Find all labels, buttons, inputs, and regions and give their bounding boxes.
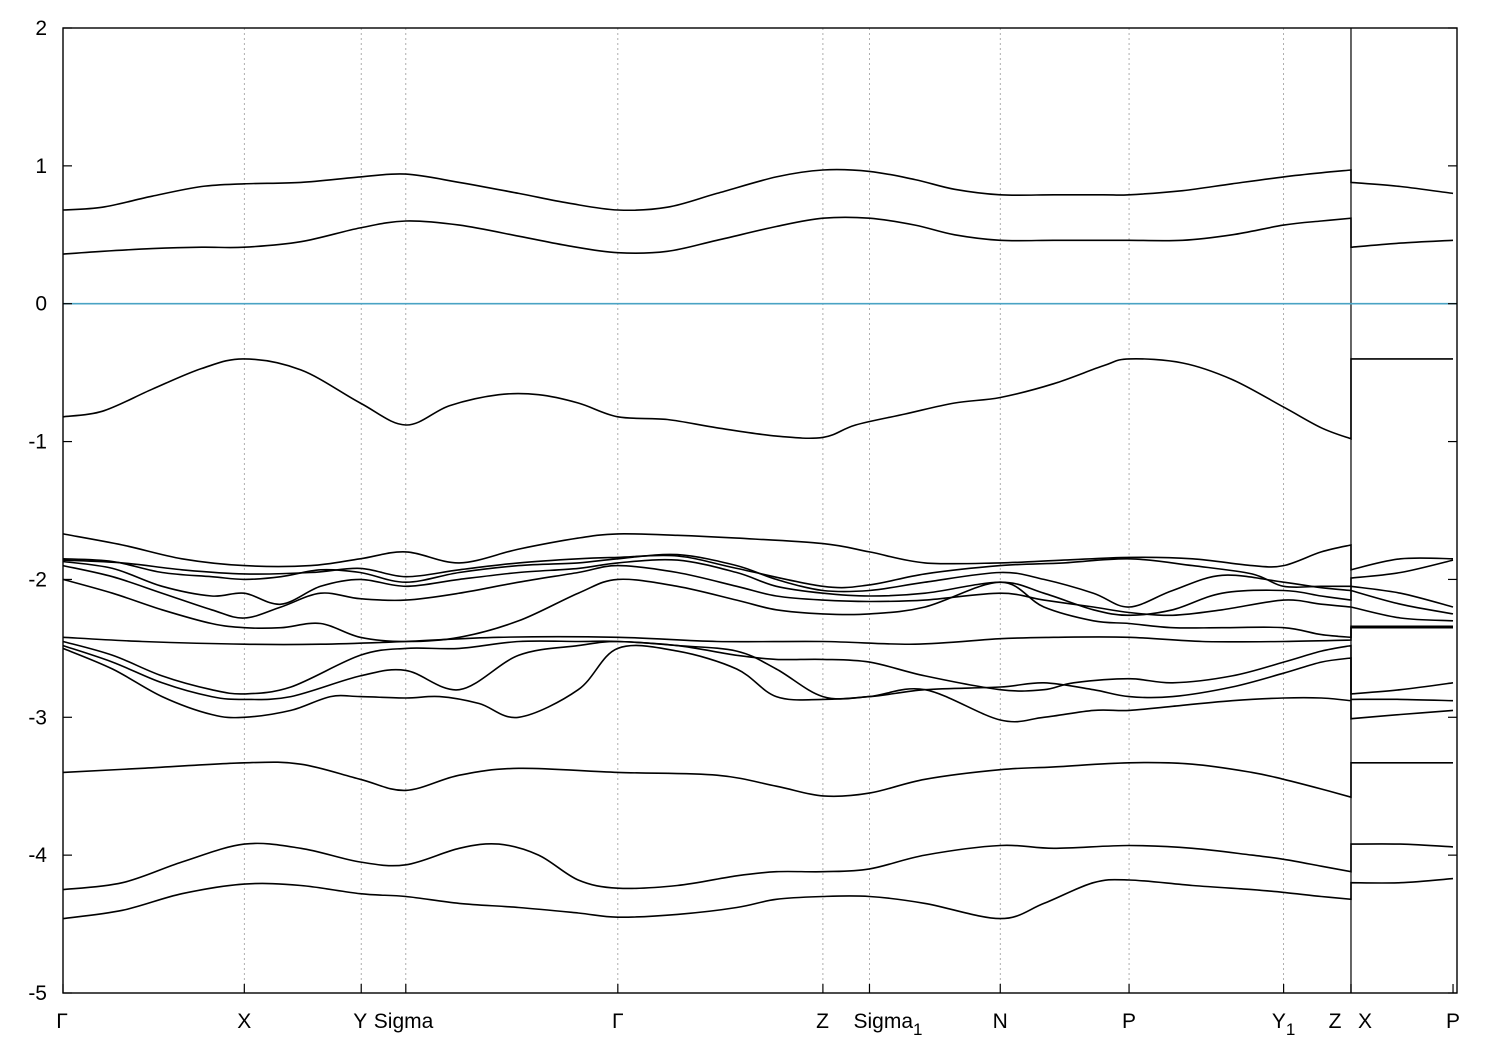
x-kpoint-label: Sigma1 bbox=[853, 1010, 922, 1039]
band-line-5 bbox=[62, 553, 1454, 608]
x-kpoint-label: X bbox=[237, 1010, 251, 1033]
band-line-13 bbox=[62, 761, 1453, 799]
x-kpoint-label: Γ bbox=[612, 1010, 624, 1033]
x-kpoint-label: P bbox=[1446, 1010, 1460, 1033]
y-tick-label: -3 bbox=[28, 706, 47, 729]
x-kpoint-label: X bbox=[1358, 1010, 1372, 1033]
x-kpoint-label: Γ bbox=[56, 1010, 68, 1033]
band-line-8 bbox=[62, 578, 1453, 643]
x-kpoint-label: N bbox=[993, 1010, 1008, 1033]
plot-frame bbox=[62, 27, 1458, 994]
band-line-4 bbox=[62, 554, 1454, 589]
band-line-6 bbox=[62, 558, 1454, 617]
x-kpoint-label: Z bbox=[816, 1010, 829, 1033]
band-line-7 bbox=[62, 564, 1454, 622]
band-line-9 bbox=[62, 625, 1453, 646]
band-line-15 bbox=[62, 877, 1454, 920]
y-tick-label: -2 bbox=[28, 568, 47, 591]
y-tick-label: 2 bbox=[35, 17, 47, 40]
x-kpoint-label: Y bbox=[353, 1010, 367, 1033]
x-kpoint-label: P bbox=[1122, 1010, 1136, 1033]
band-line-11 bbox=[62, 640, 1454, 702]
y-tick-label: 1 bbox=[35, 155, 47, 178]
band-line-12 bbox=[62, 644, 1454, 723]
band-line-0 bbox=[62, 168, 1454, 212]
y-tick-label: 0 bbox=[35, 293, 47, 316]
band-line-2 bbox=[62, 357, 1453, 440]
band-line-1 bbox=[62, 216, 1454, 255]
band-line-10 bbox=[62, 640, 1454, 695]
band-line-14 bbox=[62, 842, 1454, 891]
kpoint-gridlines bbox=[243, 28, 1352, 993]
band-line-3 bbox=[62, 533, 1454, 571]
x-kpoint-label: Y1 bbox=[1272, 1010, 1295, 1039]
x-axis-kpoint-labels: Γ X Y Sigma Γ Z Sigma1 N P Y1 Z X P bbox=[56, 984, 1460, 1039]
y-tick-label: -4 bbox=[28, 844, 47, 867]
band-lines bbox=[62, 168, 1454, 920]
y-tick-label: -5 bbox=[28, 982, 47, 1005]
x-kpoint-label: Sigma bbox=[374, 1010, 434, 1033]
x-kpoint-label: Z bbox=[1329, 1010, 1342, 1033]
y-tick-label: -1 bbox=[28, 431, 47, 454]
y-axis-ticks: 2 1 0 -1 -2 -3 -4 -5 bbox=[28, 17, 1457, 1005]
